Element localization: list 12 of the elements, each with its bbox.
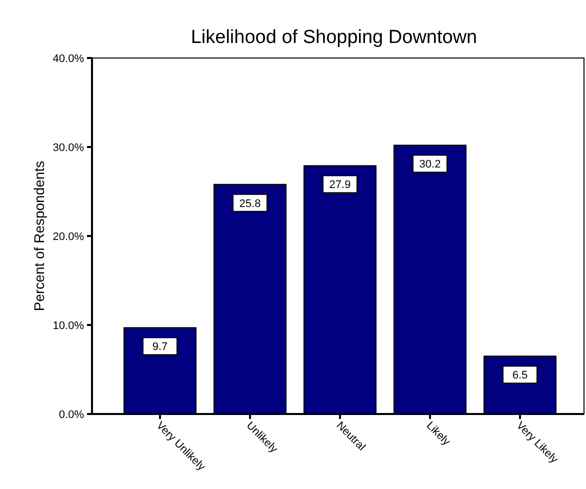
y-tick-label: 40.0% xyxy=(52,53,84,65)
y-tick-label: 10.0% xyxy=(52,320,84,332)
y-axis-title: Percent of Respondents xyxy=(31,160,47,312)
data-label: 25.8 xyxy=(239,198,261,210)
chart-title: Likelihood of Shopping Downtown xyxy=(190,27,478,48)
data-label: 27.9 xyxy=(329,179,351,192)
y-tick-label: 0.0% xyxy=(58,409,84,421)
y-tick-label: 30.0% xyxy=(52,142,84,154)
data-label: 9.7 xyxy=(152,341,168,354)
data-label: 6.5 xyxy=(512,370,528,382)
y-tick-label: 20.0% xyxy=(52,231,84,243)
data-label: 30.2 xyxy=(419,158,441,171)
